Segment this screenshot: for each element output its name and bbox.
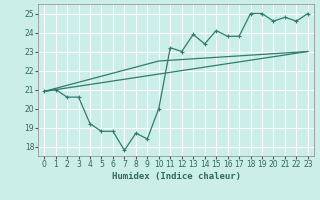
X-axis label: Humidex (Indice chaleur): Humidex (Indice chaleur) bbox=[111, 172, 241, 181]
